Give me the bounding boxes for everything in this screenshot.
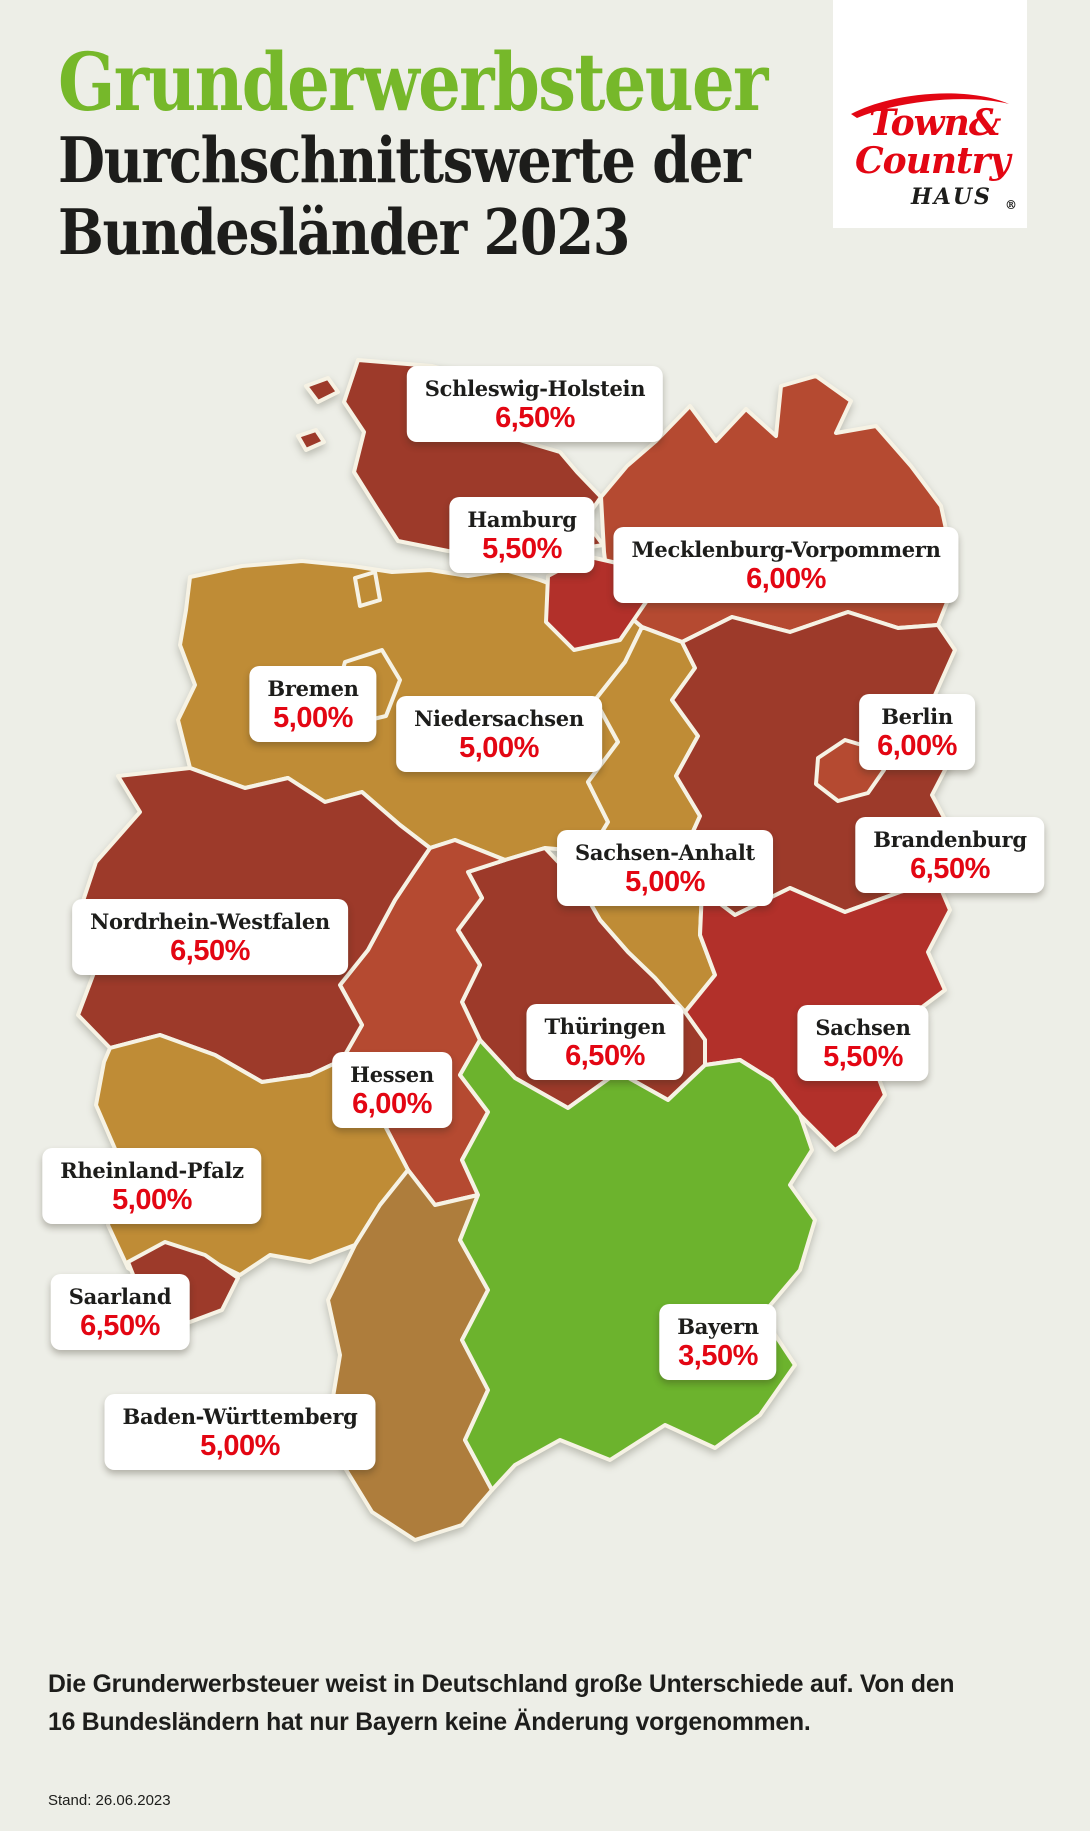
label-hamburg: Hamburg 5,50% [449,497,595,573]
state-name: Mecklenburg-Vorpommern [631,537,941,562]
state-name: Bayern [677,1314,759,1339]
state-tax-value: 6,50% [80,1310,160,1342]
footer: Die Grunderwerbsteuer weist in Deutschla… [48,1666,1048,1741]
state-name: Berlin [881,704,953,729]
state-name: Bremen [267,676,359,701]
state-name: Thüringen [544,1014,666,1039]
state-tax-value: 5,50% [823,1041,903,1073]
state-tax-value: 5,50% [482,533,562,565]
state-tax-value: 3,50% [678,1340,758,1372]
header: Grunderwerbsteuer Durchschnittswerte der… [58,42,902,265]
label-bremen: Bremen 5,00% [249,666,377,742]
state-name: Nordrhein-Westfalen [90,909,330,934]
label-thueringen: Thüringen 6,50% [526,1004,684,1080]
state-tax-value: 6,50% [565,1040,645,1072]
state-tax-value: 6,50% [170,935,250,967]
state-shape-bayern [458,1038,817,1492]
page-subtitle-line2: Bundesländer 2023 [58,194,630,269]
state-tax-value: 5,00% [459,732,539,764]
label-niedersachsen: Niedersachsen 5,00% [396,696,602,772]
state-tax-value: 6,50% [910,853,990,885]
state-tax-value: 6,00% [877,730,957,762]
page-title: Grunderwerbsteuer [58,35,768,129]
state-tax-value: 6,00% [746,563,826,595]
label-saarland: Saarland 6,50% [50,1274,190,1350]
label-sachsen-anhalt: Sachsen-Anhalt 5,00% [557,830,773,906]
state-tax-value: 5,00% [200,1430,280,1462]
state-tax-value: 5,00% [112,1184,192,1216]
label-mecklenburg-vorpommern: Mecklenburg-Vorpommern 6,00% [613,527,959,603]
state-name: Sachsen [815,1015,911,1040]
state-name: Baden-Württemberg [122,1404,358,1429]
schleswig-holstein-island [296,428,326,452]
stand-date: Stand: 26.06.2023 [48,1792,171,1809]
logo-country: Country [855,140,1011,182]
state-name: Rheinland-Pfalz [60,1158,244,1183]
logo-haus: HAUS [911,184,992,210]
label-nordrhein-westfalen: Nordrhein-Westfalen 6,50% [72,899,348,975]
schleswig-holstein-island [304,376,340,404]
state-shape-bremerhaven [353,570,382,608]
label-baden-wuerttemberg: Baden-Württemberg 5,00% [104,1394,376,1470]
registered-mark: ® [1005,198,1017,212]
state-tax-value: 5,00% [273,702,353,734]
logo-swoosh-icon [851,93,1009,118]
page-subtitle-line1: Durchschnittswerte der [58,123,751,197]
label-rheinland-pfalz: Rheinland-Pfalz 5,00% [42,1148,262,1224]
label-brandenburg: Brandenburg 6,50% [855,817,1045,893]
state-tax-value: 6,00% [352,1088,432,1120]
footer-line1: Die Grunderwerbsteuer weist in Deutschla… [48,1670,955,1698]
state-name: Hamburg [467,507,577,532]
state-name: Hessen [350,1062,434,1087]
state-name: Brandenburg [873,827,1027,852]
label-bayern: Bayern 3,50% [659,1304,777,1380]
logo-town: Town& [869,102,1001,144]
state-tax-value: 6,50% [495,402,575,434]
state-name: Niedersachsen [414,706,584,731]
label-schleswig-holstein: Schleswig-Holstein 6,50% [406,366,664,442]
state-tax-value: 5,00% [625,866,705,898]
town-country-logo: Town& Country HAUS ® [833,0,1027,228]
state-name: Saarland [68,1284,172,1309]
label-berlin: Berlin 6,00% [859,694,975,770]
state-name: Sachsen-Anhalt [575,840,755,865]
label-hessen: Hessen 6,00% [332,1052,452,1128]
state-name: Schleswig-Holstein [424,376,646,401]
footer-line2: 16 Bundesländern hat nur Bayern keine Än… [48,1707,811,1736]
label-sachsen: Sachsen 5,50% [797,1005,929,1081]
